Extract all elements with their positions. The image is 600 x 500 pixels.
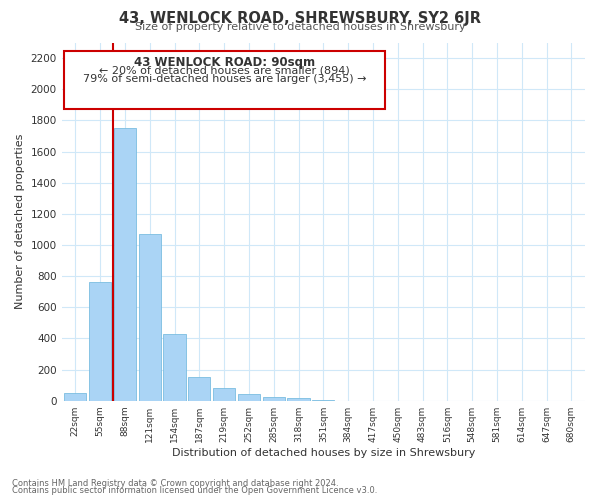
Bar — [188, 376, 211, 400]
Text: 43, WENLOCK ROAD, SHREWSBURY, SY2 6JR: 43, WENLOCK ROAD, SHREWSBURY, SY2 6JR — [119, 12, 481, 26]
Bar — [238, 394, 260, 400]
Text: 43 WENLOCK ROAD: 90sqm: 43 WENLOCK ROAD: 90sqm — [134, 56, 316, 68]
Bar — [139, 234, 161, 400]
Bar — [287, 398, 310, 400]
Bar — [89, 282, 111, 401]
Text: ← 20% of detached houses are smaller (894): ← 20% of detached houses are smaller (89… — [100, 65, 350, 75]
Text: Size of property relative to detached houses in Shrewsbury: Size of property relative to detached ho… — [134, 22, 466, 32]
Bar — [64, 393, 86, 400]
Bar — [114, 128, 136, 400]
Bar — [213, 388, 235, 400]
Bar — [163, 334, 185, 400]
Text: 79% of semi-detached houses are larger (3,455) →: 79% of semi-detached houses are larger (… — [83, 74, 367, 85]
Text: Contains HM Land Registry data © Crown copyright and database right 2024.: Contains HM Land Registry data © Crown c… — [12, 478, 338, 488]
X-axis label: Distribution of detached houses by size in Shrewsbury: Distribution of detached houses by size … — [172, 448, 475, 458]
Y-axis label: Number of detached properties: Number of detached properties — [15, 134, 25, 310]
Text: Contains public sector information licensed under the Open Government Licence v3: Contains public sector information licen… — [12, 486, 377, 495]
Bar — [64, 51, 385, 110]
Bar — [263, 397, 285, 400]
